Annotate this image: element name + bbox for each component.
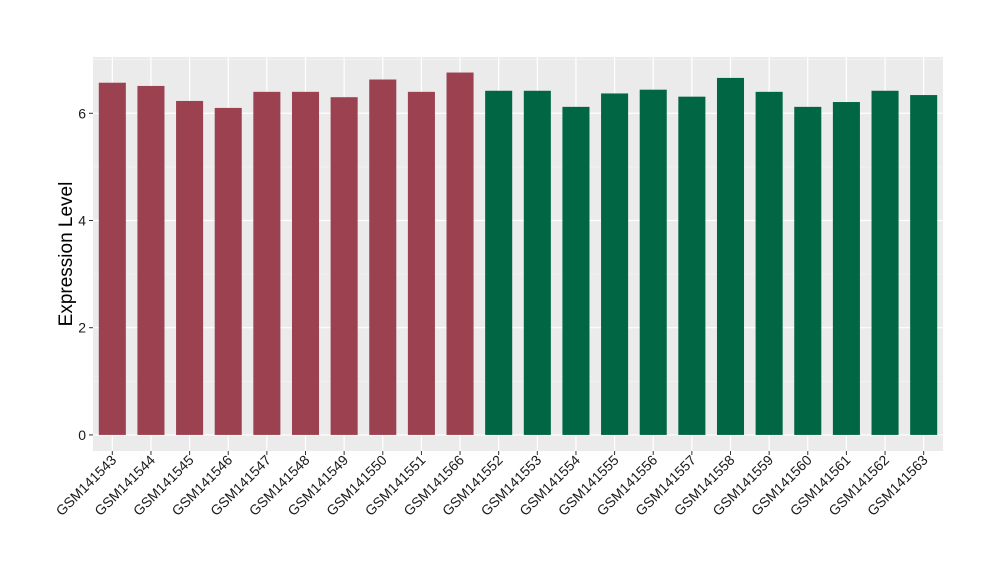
bar-GSM141556 — [639, 89, 667, 435]
bar-GSM141558 — [716, 77, 745, 435]
y-tick-label: 4 — [78, 212, 86, 228]
bar-GSM141563 — [910, 95, 938, 435]
y-axis-label: Expression Level — [56, 182, 77, 327]
bar-GSM141546 — [214, 107, 242, 435]
y-tick-label: 6 — [78, 105, 86, 121]
bar-GSM141553 — [523, 90, 551, 435]
bar-GSM141551 — [407, 91, 435, 435]
bar-GSM141547 — [253, 91, 281, 435]
bar-GSM141543 — [98, 82, 126, 435]
bar-GSM141544 — [137, 85, 165, 435]
y-tick-label: 0 — [78, 427, 86, 443]
y-axis: 0 2 4 6 — [78, 105, 93, 443]
x-axis: GSM141543GSM141544GSM141545GSM141546GSM1… — [53, 451, 931, 519]
bar-GSM141552 — [485, 90, 513, 435]
bar-GSM141561 — [832, 102, 860, 435]
y-tick-label: 2 — [78, 320, 86, 336]
bar-GSM141557 — [678, 96, 706, 435]
bar-GSM141554 — [562, 106, 590, 435]
bar-GSM141545 — [176, 100, 204, 435]
bar-GSM141562 — [871, 90, 899, 435]
bar-GSM141555 — [601, 93, 629, 435]
bar-GSM141550 — [369, 79, 397, 435]
bar-GSM141559 — [755, 91, 783, 435]
bar-GSM141549 — [330, 97, 358, 435]
bar-GSM141560 — [794, 106, 822, 435]
bars — [98, 72, 938, 435]
bar-GSM141548 — [291, 91, 320, 435]
bar-GSM141566 — [446, 72, 474, 435]
